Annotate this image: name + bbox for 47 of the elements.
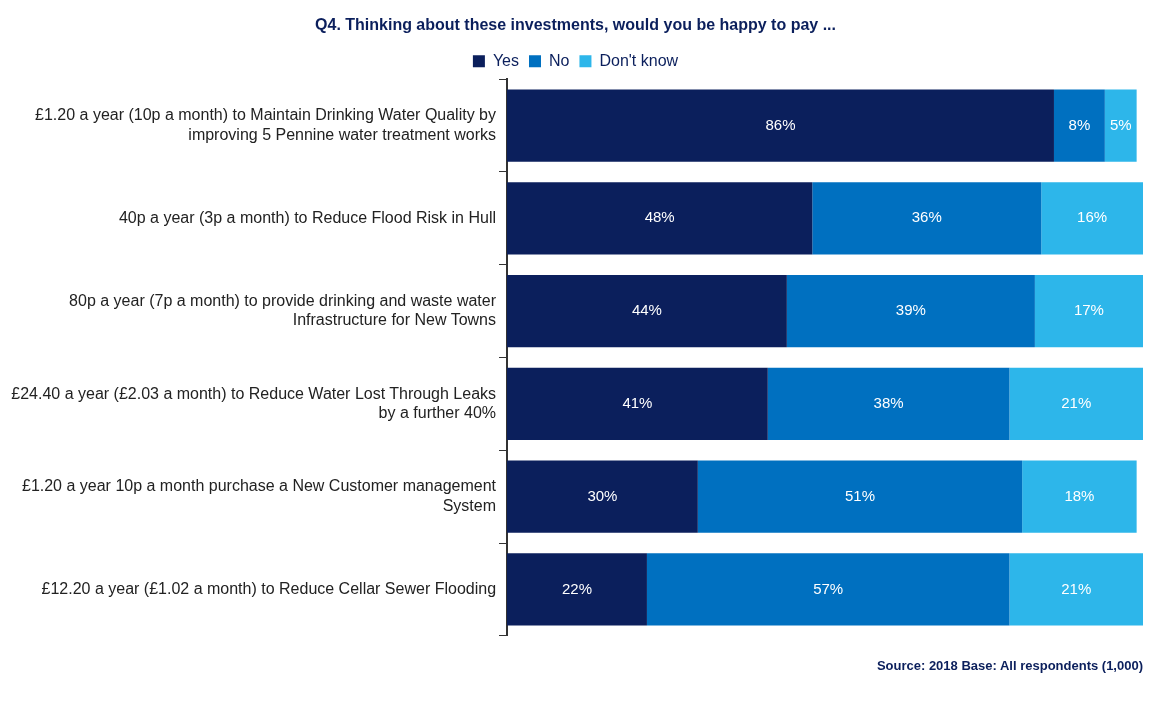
data-label: 38% bbox=[873, 394, 904, 412]
bar bbox=[1009, 553, 1143, 626]
bar bbox=[786, 274, 1035, 348]
source-note: Source: 2018 Base: All respondents (1,000) bbox=[875, 658, 1144, 673]
bar bbox=[507, 553, 647, 626]
y-tick-label: £1.20 a year (10p a month) to Maintain Drinking Water Quality by improving 5 Pennine water treatment works bbox=[35, 106, 497, 143]
bar bbox=[646, 553, 1010, 626]
y-tick-label: 40p a year (3p a month) to Reduce Flood Risk in Hull bbox=[118, 208, 497, 226]
data-label: 30% bbox=[587, 486, 618, 504]
y-tick-label: 80p a year (7p a month) to provide drinking and waste water Infrastructure for New Towns bbox=[69, 291, 497, 329]
bar bbox=[507, 367, 768, 441]
bar bbox=[1104, 89, 1137, 162]
data-label: 21% bbox=[1061, 394, 1092, 412]
data-label: 51% bbox=[844, 486, 876, 504]
data-label: 41% bbox=[622, 394, 653, 412]
legend-label: Yes bbox=[492, 51, 520, 69]
data-label: 16% bbox=[1077, 208, 1108, 226]
data-label: 21% bbox=[1061, 579, 1092, 597]
chart-title: Q4. Thinking about these investments, would you be happy to pay ... bbox=[315, 16, 836, 34]
bar bbox=[507, 89, 1054, 162]
bar bbox=[1041, 182, 1143, 255]
data-label: 57% bbox=[813, 579, 844, 597]
data-label: 39% bbox=[895, 301, 926, 319]
data-label: 36% bbox=[911, 208, 942, 226]
bar bbox=[1022, 460, 1137, 533]
data-label: 22% bbox=[561, 579, 592, 597]
data-label: 8% bbox=[1068, 115, 1091, 133]
y-tick-label: £12.20 a year (£1.02 a month) to Reduce Cellar Sewer Flooding bbox=[41, 579, 497, 597]
bar bbox=[1053, 89, 1105, 162]
data-label: 44% bbox=[631, 301, 662, 319]
data-label: 17% bbox=[1073, 301, 1104, 319]
bar bbox=[507, 460, 698, 533]
bar bbox=[767, 367, 1010, 441]
bar bbox=[1034, 274, 1143, 348]
bar bbox=[507, 182, 813, 255]
bar bbox=[507, 274, 787, 348]
data-label: 18% bbox=[1064, 486, 1095, 504]
bar bbox=[812, 182, 1042, 255]
y-tick-label: £1.20 a year 10p a month purchase a New Customer management System bbox=[21, 477, 497, 514]
bar bbox=[697, 460, 1023, 533]
data-label: 86% bbox=[765, 115, 796, 133]
y-tick-label: £24.40 a year (£2.03 a month) to Reduce Water Lost Through Leaks by a further 40% bbox=[11, 384, 497, 421]
bar bbox=[1009, 367, 1143, 441]
legend-label: Don't know bbox=[599, 51, 679, 69]
legend-label: No bbox=[549, 51, 570, 69]
data-label: 48% bbox=[644, 208, 675, 226]
data-label: 5% bbox=[1109, 115, 1132, 133]
